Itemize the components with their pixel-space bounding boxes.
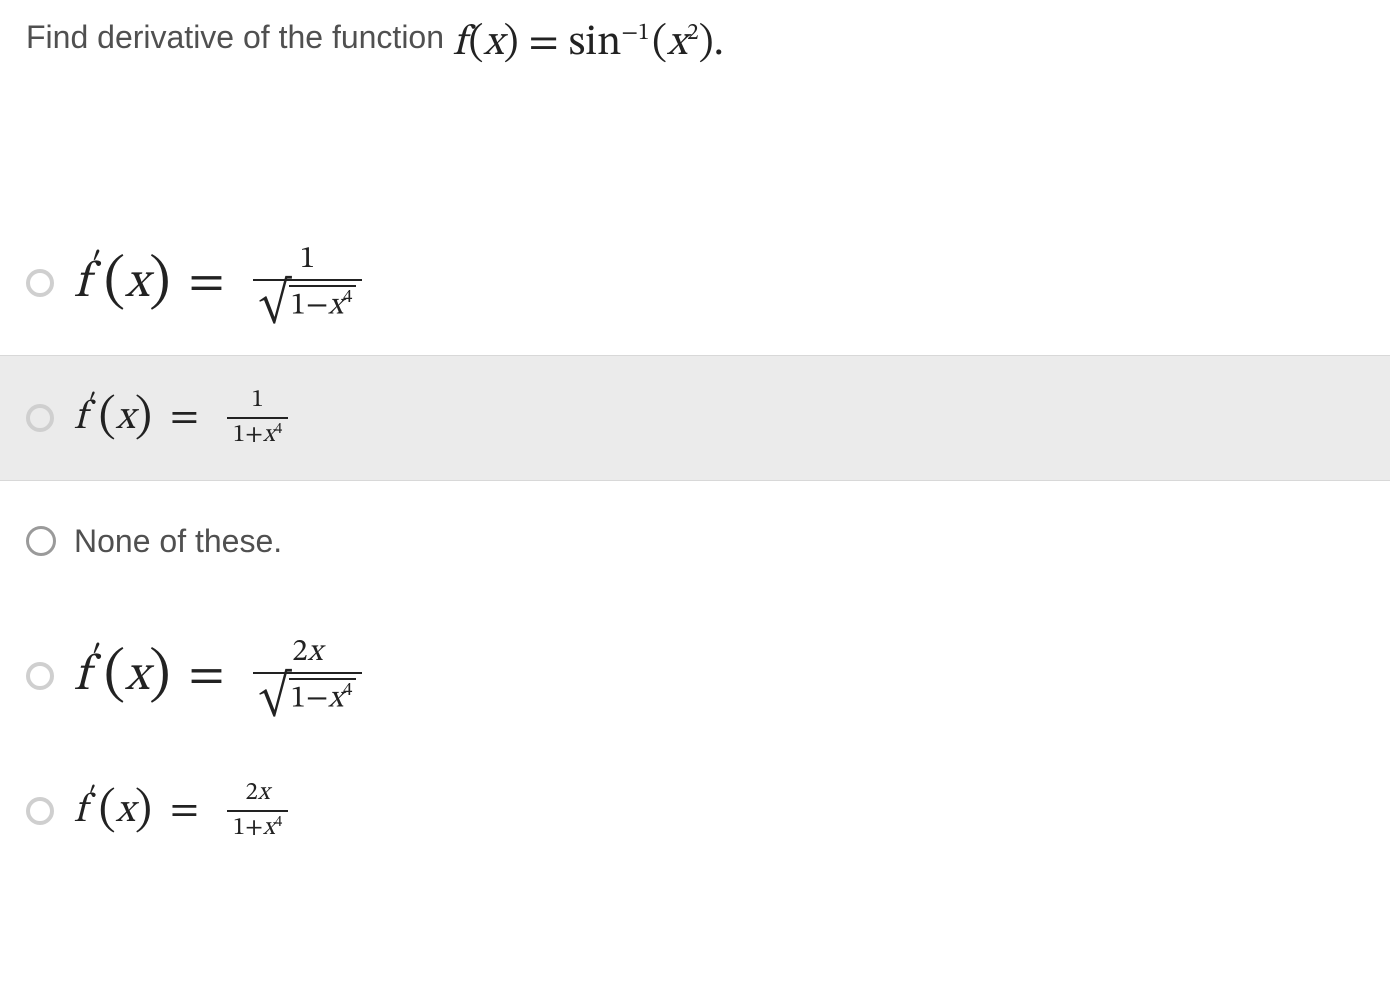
radio-wrap [26, 404, 74, 432]
option-content: None of these. [74, 523, 282, 560]
formula-lhs: f′(x)= [74, 646, 237, 706]
formula-fraction: 2x √1−x4 [253, 637, 363, 714]
fraction-numerator: 2x [286, 637, 328, 672]
sqrt: √1−x4 [259, 285, 357, 321]
formula-lhs: f′(x)= [74, 394, 211, 442]
radio-wrap [26, 526, 74, 556]
radio-button[interactable] [26, 797, 54, 825]
radical-symbol: √ [259, 287, 291, 323]
option-content: f′(x)=1√1−x4 [74, 244, 362, 321]
radio-button[interactable] [26, 662, 54, 690]
option-formula: f′(x)= 2x1+x4 [74, 781, 288, 841]
radio-button[interactable] [26, 404, 54, 432]
option-text: None of these. [74, 523, 282, 560]
radicand: 1−x4 [289, 678, 357, 714]
formula-lhs: f′(x)= [74, 787, 211, 835]
option-formula: f′(x)=1√1−x4 [74, 244, 362, 321]
options-group: f′(x)=1√1−x4f′(x)=11+x4None of these.f′(… [0, 211, 1390, 871]
radio-button[interactable] [26, 526, 56, 556]
fraction-numerator: 1 [245, 388, 269, 417]
fraction-numerator: 2x [239, 781, 275, 810]
fraction-denominator: 1+x4 [227, 419, 288, 448]
page: Find derivative of the function f (x) = … [0, 0, 1390, 998]
option-row-b[interactable]: f′(x)= 11+x4 [0, 355, 1390, 481]
option-formula: f′(x)= 11+x4 [74, 388, 288, 448]
option-content: f′(x)= 2x √1−x4 [74, 637, 362, 714]
formula-lhs: f′(x)= [74, 253, 237, 313]
formula-fraction: 1√1−x4 [253, 244, 363, 321]
fraction-numerator: 1 [294, 244, 321, 279]
radio-button[interactable] [26, 269, 54, 297]
option-row-a[interactable]: f′(x)=1√1−x4 [0, 211, 1390, 355]
question-prompt: Find derivative of the function f (x) = … [0, 4, 1390, 81]
radical-symbol: √ [259, 680, 291, 716]
fraction-denominator: √1−x4 [253, 674, 363, 714]
option-row-e[interactable]: f′(x)= 2x1+x4 [0, 751, 1390, 871]
radio-wrap [26, 269, 74, 297]
option-row-c[interactable]: None of these. [0, 481, 1390, 601]
formula-fraction: 2x1+x4 [227, 781, 288, 841]
sqrt: √1−x4 [259, 678, 357, 714]
question-prefix: Find derivative of the function [26, 19, 444, 55]
question-math: f (x) = sin−1 (x2). [453, 22, 724, 64]
fraction-denominator: √1−x4 [253, 281, 363, 321]
option-content: f′(x)= 11+x4 [74, 388, 288, 448]
radicand: 1−x4 [289, 285, 357, 321]
option-formula: f′(x)= 2x √1−x4 [74, 637, 362, 714]
fraction-denominator: 1+x4 [227, 812, 288, 841]
formula-fraction: 11+x4 [227, 388, 288, 448]
option-row-d[interactable]: f′(x)= 2x √1−x4 [0, 601, 1390, 751]
radio-wrap [26, 662, 74, 690]
radio-wrap [26, 797, 74, 825]
option-content: f′(x)= 2x1+x4 [74, 781, 288, 841]
